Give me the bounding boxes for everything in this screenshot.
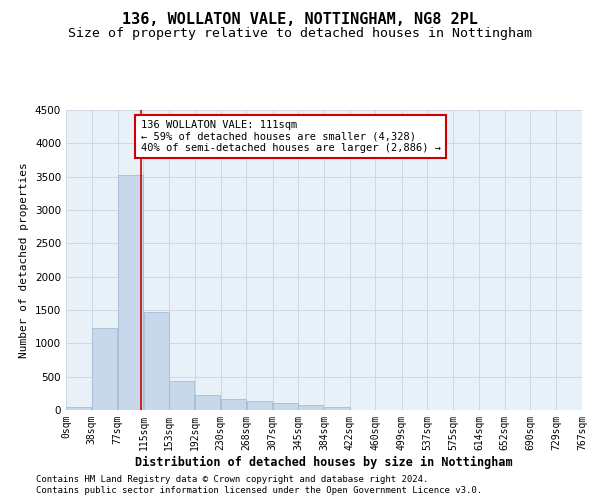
- Bar: [196, 394, 220, 410]
- Bar: [92, 328, 117, 410]
- Bar: [221, 398, 246, 410]
- Text: 136 WOLLATON VALE: 111sqm
← 59% of detached houses are smaller (4,328)
40% of se: 136 WOLLATON VALE: 111sqm ← 59% of detac…: [140, 120, 440, 153]
- Bar: [247, 402, 272, 410]
- Bar: [66, 406, 91, 410]
- Bar: [143, 312, 169, 410]
- Bar: [273, 402, 298, 410]
- Text: Contains public sector information licensed under the Open Government Licence v3: Contains public sector information licen…: [36, 486, 482, 495]
- Bar: [118, 174, 143, 410]
- Text: 136, WOLLATON VALE, NOTTINGHAM, NG8 2PL: 136, WOLLATON VALE, NOTTINGHAM, NG8 2PL: [122, 12, 478, 28]
- Bar: [298, 404, 323, 410]
- Y-axis label: Number of detached properties: Number of detached properties: [19, 162, 29, 358]
- X-axis label: Distribution of detached houses by size in Nottingham: Distribution of detached houses by size …: [135, 456, 513, 469]
- Bar: [325, 406, 350, 410]
- Bar: [169, 382, 194, 410]
- Text: Size of property relative to detached houses in Nottingham: Size of property relative to detached ho…: [68, 28, 532, 40]
- Text: Contains HM Land Registry data © Crown copyright and database right 2024.: Contains HM Land Registry data © Crown c…: [36, 475, 428, 484]
